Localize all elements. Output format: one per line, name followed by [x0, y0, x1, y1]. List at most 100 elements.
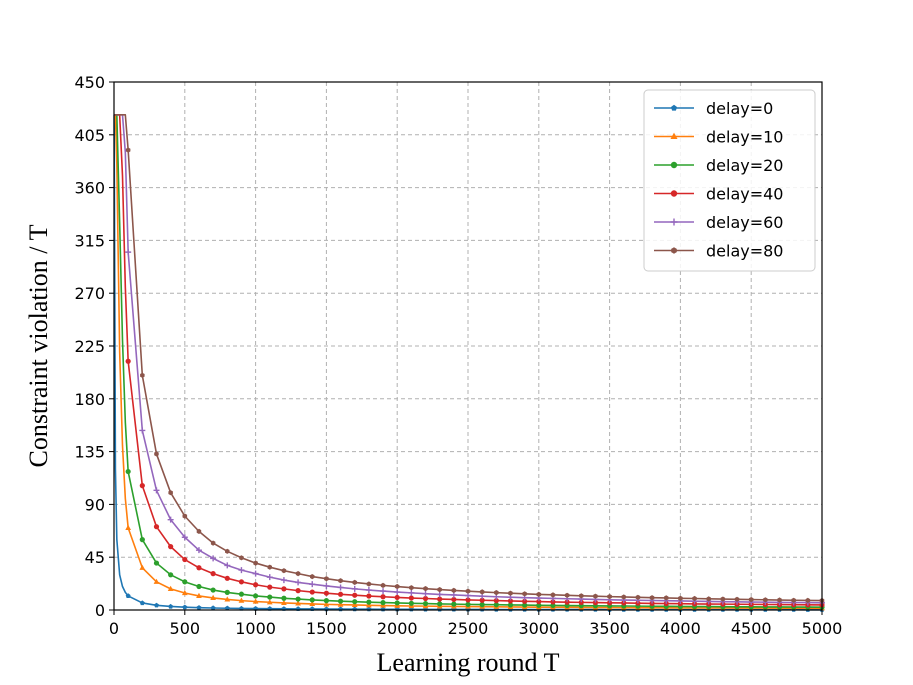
legend-box: [643, 89, 816, 272]
data-point: [720, 596, 726, 602]
data-point: [267, 594, 273, 600]
data-point: [210, 555, 217, 562]
legend-label: delay=0: [706, 99, 773, 118]
legend-marker: [670, 218, 678, 226]
data-point: [210, 540, 216, 546]
data-point: [394, 594, 400, 601]
data-point: [224, 562, 231, 569]
data-point: [451, 601, 457, 607]
data-point: [437, 596, 443, 602]
data-point: [337, 601, 344, 607]
legend: delay=0 delay=10 delay=20 delay=40 delay=60 d…: [643, 89, 816, 272]
data-point: [139, 600, 145, 606]
data-point: [281, 586, 287, 592]
data-point: [366, 599, 372, 605]
data-point: [196, 592, 202, 598]
x-tick-label: 3500: [589, 619, 630, 638]
data-point: [224, 596, 231, 602]
series-line: [114, 114, 823, 610]
data-point: [578, 599, 584, 605]
data-point: [692, 595, 697, 602]
data-point: [479, 602, 485, 608]
data-point: [253, 593, 259, 599]
data-point: [366, 593, 372, 599]
y-tick-label: 0: [95, 601, 105, 620]
y-tick-label: 180: [74, 390, 105, 409]
legend-marker: [671, 104, 677, 111]
data-point: [139, 483, 145, 489]
data-point: [280, 577, 287, 584]
data-point: [607, 594, 612, 600]
legend-marker: [671, 247, 677, 254]
data-point: [210, 594, 216, 600]
data-point: [409, 585, 414, 591]
data-point: [140, 372, 145, 378]
data-point: [238, 567, 245, 574]
data-point: [522, 602, 528, 608]
data-point: [182, 604, 188, 610]
data-point: [649, 595, 655, 601]
data-point: [508, 590, 513, 596]
data-point: [153, 578, 160, 584]
data-point: [196, 565, 202, 571]
data-point: [323, 598, 329, 604]
data-point: [182, 579, 188, 585]
data-point: [168, 544, 174, 550]
data-point: [564, 599, 570, 605]
data-point: [309, 589, 315, 595]
data-point: [196, 605, 202, 610]
x-tick-label: 5000: [802, 619, 843, 638]
data-point: [167, 516, 174, 523]
legend-marker: [670, 132, 678, 140]
legend-item: delay=20: [654, 156, 783, 175]
data-point: [210, 587, 216, 593]
data-point: [394, 583, 400, 590]
data-point: [408, 589, 415, 596]
data-point: [324, 576, 329, 582]
data-point: [267, 564, 272, 570]
data-point: [154, 451, 159, 457]
data-point: [281, 595, 287, 601]
data-point: [252, 598, 259, 604]
data-point: [422, 600, 429, 607]
x-tick-label: 4000: [660, 619, 701, 638]
data-point: [238, 597, 245, 603]
y-tick-label: 45: [85, 548, 105, 567]
data-point: [352, 599, 358, 605]
data-point: [436, 591, 443, 598]
data-point: [493, 602, 499, 608]
data-point: [748, 597, 754, 603]
data-point: [805, 597, 811, 603]
data-point: [295, 588, 301, 594]
series-delay-40: [114, 114, 825, 608]
data-point: [281, 599, 287, 606]
legend-item: delay=80: [654, 242, 783, 261]
data-point: [593, 593, 598, 599]
data-point: [153, 560, 160, 566]
data-point: [507, 598, 514, 604]
data-point: [153, 487, 160, 494]
data-point: [791, 597, 796, 603]
data-point: [450, 591, 457, 598]
data-point: [536, 598, 542, 605]
y-tick-label: 315: [74, 231, 105, 250]
data-point: [777, 597, 782, 603]
legend-marker: [670, 190, 678, 197]
data-point: [125, 593, 131, 598]
data-point: [451, 596, 457, 603]
legend-item: delay=40: [654, 185, 783, 204]
data-point: [154, 602, 159, 608]
data-point: [607, 600, 613, 606]
y-tick-label: 225: [74, 337, 105, 356]
data-point: [550, 599, 556, 605]
data-point: [295, 579, 302, 586]
data-point: [380, 582, 386, 588]
x-tick-label: 1000: [235, 619, 276, 638]
data-point: [252, 570, 259, 577]
data-point: [479, 597, 485, 603]
data-point: [238, 591, 245, 597]
data-point: [182, 513, 188, 519]
data-point: [337, 591, 344, 597]
series-delay-60: [114, 114, 825, 606]
data-point: [352, 579, 357, 585]
